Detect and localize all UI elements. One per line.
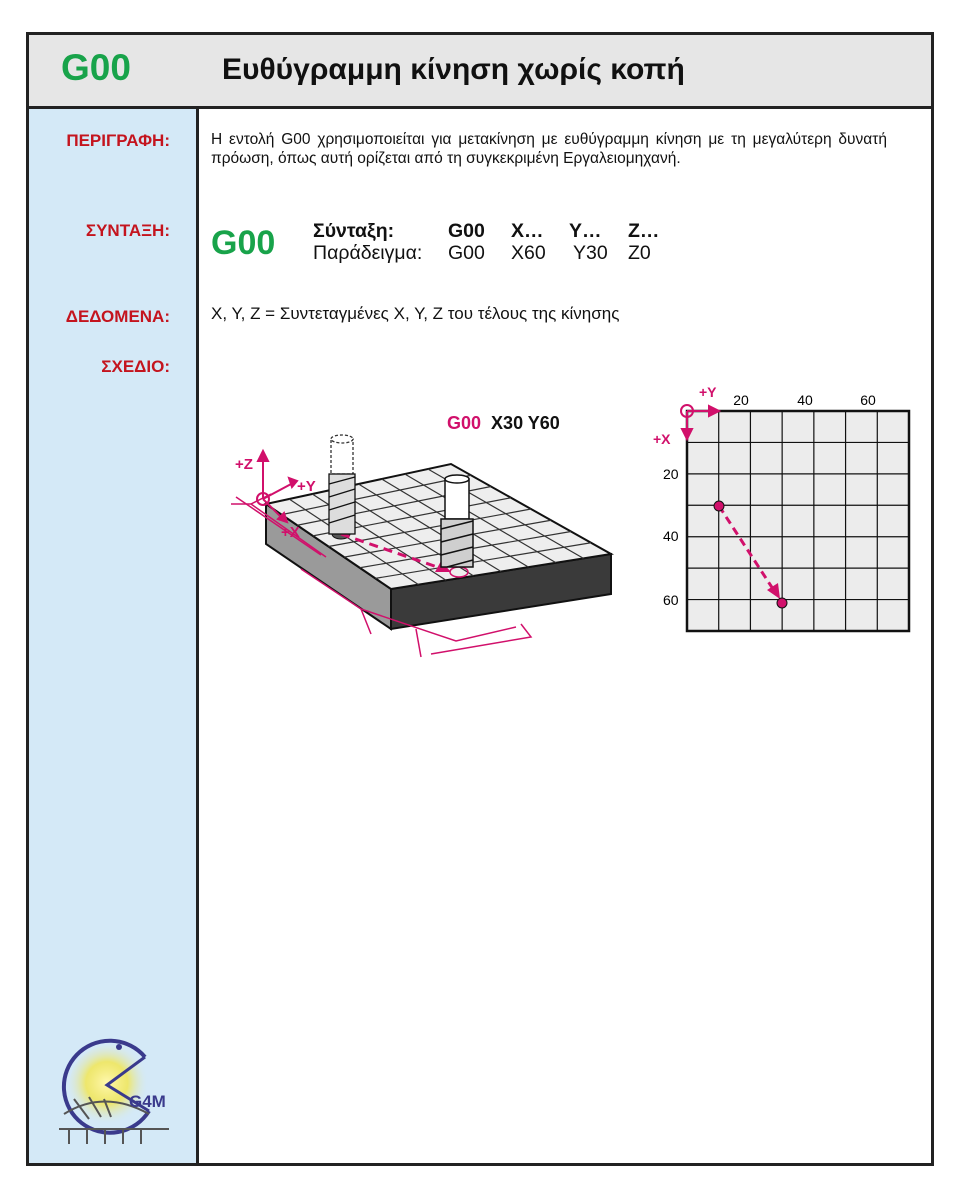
iso-axis-x-label: +X [281, 524, 300, 541]
logo-text: G4M [129, 1092, 166, 1111]
iso-command-label: G00 X30 Y60 [447, 413, 560, 433]
grid-end-point [776, 597, 788, 609]
syntax-token: G00 [448, 220, 485, 242]
header-title: Ευθύγραμμη κίνηση χωρίς κοπή [222, 53, 685, 86]
header-code: G00 [61, 47, 131, 88]
grid-start-point [713, 500, 725, 512]
label-syntax: ΣΥΝΤΑΞΗ: [85, 221, 170, 240]
example-token: Y30 [573, 242, 608, 264]
syntax-token: X… [511, 220, 544, 242]
iso-grid-line [404, 473, 557, 564]
g4m-logo: G4M [59, 1038, 169, 1144]
iso-command-code: G00 [447, 413, 481, 433]
grid-axis-y-label: +Y [699, 384, 717, 400]
label-drawing: ΣΧΕΔΙΟ: [101, 357, 170, 376]
description-text: Η εντολή G00 χρησιμοποιείται για μετακίν… [211, 131, 887, 167]
iso-axis-z-label: +Z [235, 456, 253, 473]
grid-left-tick: 20 [663, 466, 679, 482]
grid-left-tick: 60 [663, 592, 679, 608]
iso-command-coords: X30 Y60 [491, 413, 560, 433]
grid-top-tick: 20 [733, 392, 749, 408]
data-text: X, Y, Z = Συντεταγμένες X, Y, Z του τέλο… [211, 304, 620, 323]
example-label: Παράδειγμα: [313, 242, 423, 264]
grid-axis-x-label: +X [653, 431, 671, 447]
content-area: Η εντολή G00 χρησιμοποιείται για μετακίν… [201, 109, 931, 1163]
iso-axis-y-label: +Y [297, 478, 316, 495]
isometric-drawing: +Z +Y +X G00 X30 Y60 [231, 413, 614, 658]
sidebar: ΠΕΡΙΓΡΑΦΗ: ΣΥΝΤΑΞΗ: ΔΕΔΟΜΕΝΑ: ΣΧΕΔΙΟ: [29, 109, 199, 1163]
syntax-code: G00 [211, 224, 276, 262]
example-token: G00 [448, 242, 485, 264]
grid-drawing: +Y +X 20 40 60 20 40 60 [653, 384, 911, 633]
syntax-token: Y… [569, 220, 602, 242]
label-data: ΔΕΔΟΜΕΝΑ: [65, 307, 170, 326]
header-bar: G00 Ευθύγραμμη κίνηση χωρίς κοπή [29, 35, 931, 109]
grid-left-tick: 40 [663, 528, 679, 544]
label-description: ΠΕΡΙΓΡΑΦΗ: [66, 131, 170, 150]
example-token: Z0 [628, 242, 651, 264]
grid-top-tick: 40 [797, 392, 813, 408]
g-code-card: G00 Ευθύγραμμη κίνηση χωρίς κοπή ΠΕΡΙΓΡΑ… [26, 32, 934, 1166]
syntax-label: Σύνταξη: [313, 220, 395, 242]
grid-top-tick: 60 [860, 392, 876, 408]
iso-grid-line [375, 542, 592, 579]
syntax-token: Z… [628, 220, 660, 242]
example-token: X60 [511, 242, 546, 264]
